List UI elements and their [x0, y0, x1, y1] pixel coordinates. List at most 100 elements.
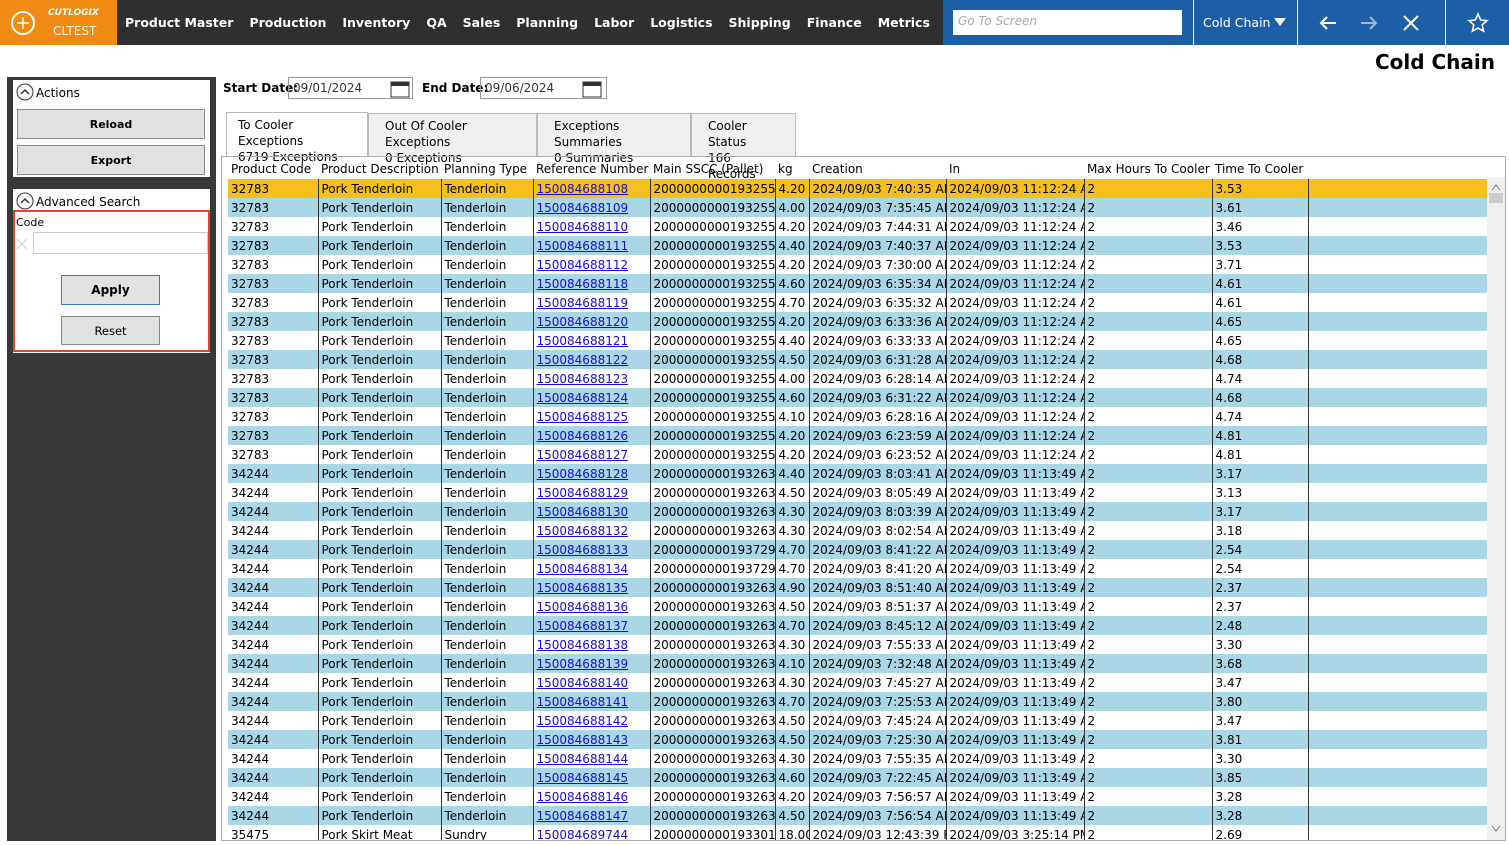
reference-link[interactable]: 150084688121 — [536, 333, 629, 348]
reference-link[interactable]: 150084688111 — [536, 238, 629, 253]
grid-row[interactable]: 34244 Pork Tenderloin Tenderloin 1500846881… — [228, 787, 1488, 806]
search-input[interactable]: Go To Screen — [953, 10, 1182, 35]
reference-link[interactable]: 150084689744 — [536, 827, 629, 841]
reference-link[interactable]: 150084688142 — [536, 713, 629, 728]
grid-row[interactable]: 34244 Pork Tenderloin Tenderloin 1500846881… — [228, 749, 1488, 768]
reference-link[interactable]: 150084688109 — [536, 200, 629, 215]
menu-item[interactable]: Logistics — [650, 15, 713, 30]
column-header[interactable]: kg — [778, 162, 793, 176]
grid-row[interactable]: 34244 Pork Tenderloin Tenderloin 1500846881… — [228, 673, 1488, 692]
grid-row[interactable]: 34244 Pork Tenderloin Tenderloin 1500846881… — [228, 521, 1488, 540]
grid-row[interactable]: 34244 Pork Tenderloin Tenderloin 1500846881… — [228, 559, 1488, 578]
reference-link[interactable]: 150084688122 — [536, 352, 629, 367]
grid-row[interactable]: 34244 Pork Tenderloin Tenderloin 1500846881… — [228, 692, 1488, 711]
grid-row[interactable]: 34244 Pork Tenderloin Tenderloin 1500846881… — [228, 806, 1488, 825]
code-input[interactable] — [33, 232, 208, 254]
reference-link[interactable]: 150084688123 — [536, 371, 629, 386]
menu-item[interactable]: Production — [249, 15, 327, 30]
reload-button[interactable]: Reload — [17, 109, 205, 139]
grid-row[interactable]: 34244 Pork Tenderloin Tenderloin 1500846881… — [228, 502, 1488, 521]
menu-item[interactable]: Finance — [806, 15, 862, 30]
calendar-icon[interactable] — [390, 80, 410, 98]
grid-row[interactable]: 32783 Pork Tenderloin Tenderloin 1500846881… — [228, 236, 1488, 255]
menu-item[interactable]: Metrics — [877, 15, 930, 30]
calendar-icon[interactable] — [582, 80, 602, 98]
tab[interactable]: Out Of Cooler Exceptions 0 Exceptions — [368, 113, 537, 165]
column-header[interactable]: Reference Number — [536, 162, 649, 176]
reference-link[interactable]: 150084688110 — [536, 219, 629, 234]
clear-icon[interactable] — [16, 238, 28, 250]
scroll-up[interactable] — [1491, 183, 1501, 191]
grid-row[interactable]: 32783 Pork Tenderloin Tenderloin 1500846881… — [228, 350, 1488, 369]
column-header[interactable]: Max Hours To Cooler — [1087, 162, 1210, 176]
grid-row[interactable]: 34244 Pork Tenderloin Tenderloin 1500846881… — [228, 464, 1488, 483]
reference-link[interactable]: 150084688136 — [536, 599, 629, 614]
grid-row[interactable]: 32783 Pork Tenderloin Tenderloin 1500846881… — [228, 255, 1488, 274]
menu-item[interactable]: Shipping — [728, 15, 791, 30]
start-date[interactable]: 09/01/2024 — [288, 77, 413, 99]
close-button[interactable] — [1402, 14, 1420, 32]
grid-row[interactable]: 35475 Pork Skirt Meat Sundry 150084689744 20… — [228, 825, 1488, 841]
grid-row[interactable]: 32783 Pork Tenderloin Tenderloin 1500846881… — [228, 369, 1488, 388]
column-header[interactable]: Product Code — [231, 162, 312, 176]
reference-link[interactable]: 150084688134 — [536, 561, 629, 576]
tab[interactable]: Cooler Status 166 Records — [691, 113, 796, 181]
grid-row[interactable]: 32783 Pork Tenderloin Tenderloin 1500846881… — [228, 426, 1488, 445]
column-header[interactable]: Product Description — [321, 162, 439, 176]
reference-link[interactable]: 150084688140 — [536, 675, 629, 690]
column-header[interactable]: Planning Type — [444, 162, 528, 176]
menu-item[interactable]: Labor — [594, 15, 635, 30]
reset-button[interactable]: Reset — [61, 316, 160, 345]
reference-link[interactable]: 150084688141 — [536, 694, 629, 709]
menu-item[interactable]: Planning — [516, 15, 579, 30]
grid-row[interactable]: 34244 Pork Tenderloin Tenderloin 1500846881… — [228, 711, 1488, 730]
grid-row[interactable]: 34244 Pork Tenderloin Tenderloin 1500846881… — [228, 540, 1488, 559]
grid-row[interactable]: 34244 Pork Tenderloin Tenderloin 1500846881… — [228, 654, 1488, 673]
reference-link[interactable]: 150084688128 — [536, 466, 629, 481]
dropdown-arrow[interactable] — [1273, 17, 1287, 27]
reference-link[interactable]: 150084688127 — [536, 447, 629, 462]
grid-row[interactable]: 34244 Pork Tenderloin Tenderloin 1500846881… — [228, 483, 1488, 502]
grid-row[interactable]: 32783 Pork Tenderloin Tenderloin 1500846881… — [228, 198, 1488, 217]
grid-row[interactable]: 34244 Pork Tenderloin Tenderloin 1500846881… — [228, 578, 1488, 597]
menu-item[interactable]: Product Master — [125, 15, 234, 30]
menu-item[interactable]: Inventory — [342, 15, 411, 30]
reference-link[interactable]: 150084688146 — [536, 789, 629, 804]
scrollbar[interactable] — [1487, 177, 1505, 840]
forward-button[interactable] — [1359, 13, 1379, 33]
reference-link[interactable]: 150084688129 — [536, 485, 629, 500]
grid-row[interactable]: 32783 Pork Tenderloin Tenderloin 1500846881… — [228, 331, 1488, 350]
reference-link[interactable]: 150084688119 — [536, 295, 629, 310]
reference-link[interactable]: 150084688137 — [536, 618, 629, 633]
favorite-button[interactable] — [1467, 12, 1489, 34]
end-date[interactable]: 09/06/2024 — [480, 77, 607, 99]
grid-row[interactable]: 32783 Pork Tenderloin Tenderloin 1500846881… — [228, 293, 1488, 312]
tab[interactable]: Exceptions Summaries 0 Summaries — [537, 113, 691, 165]
reference-link[interactable]: 150084688125 — [536, 409, 629, 424]
apply-button[interactable]: Apply — [61, 275, 160, 305]
reference-link[interactable]: 150084688118 — [536, 276, 629, 291]
menu-item[interactable]: QA — [426, 15, 447, 30]
tab[interactable]: To Cooler Exceptions 6719 Exceptions — [226, 112, 368, 164]
grid-row[interactable]: 32783 Pork Tenderloin Tenderloin 1500846881… — [228, 407, 1488, 426]
reference-link[interactable]: 150084688138 — [536, 637, 629, 652]
grid-row[interactable]: 32783 Pork Tenderloin Tenderloin 1500846881… — [228, 445, 1488, 464]
reference-link[interactable]: 150084688145 — [536, 770, 629, 785]
back-button[interactable] — [1318, 13, 1338, 33]
grid-row[interactable]: 34244 Pork Tenderloin Tenderloin 1500846881… — [228, 730, 1488, 749]
screen-select[interactable]: Cold Chain — [1203, 15, 1271, 30]
grid-row[interactable]: 34244 Pork Tenderloin Tenderloin 1500846881… — [228, 768, 1488, 787]
grid-row[interactable]: 34244 Pork Tenderloin Tenderloin 1500846881… — [228, 597, 1488, 616]
column-header[interactable]: Time To Cooler — [1215, 162, 1304, 176]
collapse-icon[interactable] — [16, 83, 34, 101]
grid-row[interactable]: 34244 Pork Tenderloin Tenderloin 1500846881… — [228, 616, 1488, 635]
reference-link[interactable]: 150084688147 — [536, 808, 629, 823]
grid-row[interactable]: 34244 Pork Tenderloin Tenderloin 1500846881… — [228, 635, 1488, 654]
reference-link[interactable]: 150084688120 — [536, 314, 629, 329]
reference-link[interactable]: 150084688135 — [536, 580, 629, 595]
logo[interactable]: CUTLOGIX CLTEST — [0, 0, 117, 45]
column-header[interactable]: Creation — [812, 162, 863, 176]
reference-link[interactable]: 150084688132 — [536, 523, 629, 538]
reference-link[interactable]: 150084688124 — [536, 390, 629, 405]
collapse-icon[interactable] — [16, 192, 34, 210]
